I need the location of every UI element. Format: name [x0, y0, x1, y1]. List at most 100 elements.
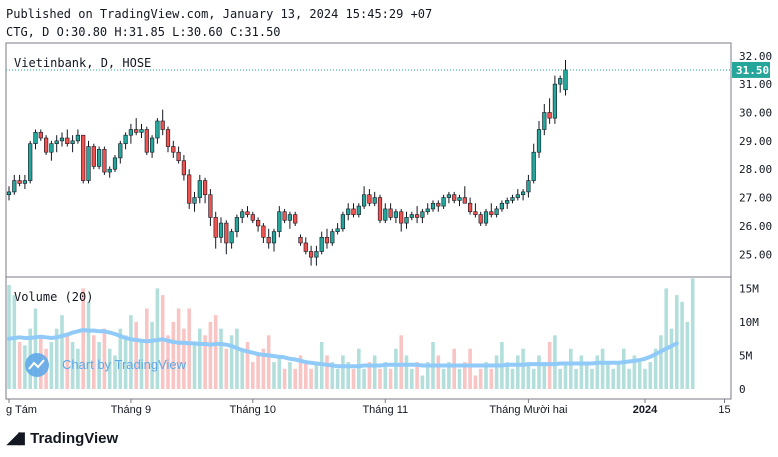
volume-bar: [383, 362, 388, 389]
price-tick-label: 32.00: [739, 50, 772, 63]
volume-bar: [600, 348, 605, 389]
candle-body: [65, 137, 70, 144]
candle-body: [38, 132, 43, 139]
volume-bar: [415, 362, 419, 389]
volume-bar: [92, 335, 96, 389]
volume-bar: [261, 348, 266, 389]
price-tick-label: 31.00: [739, 78, 772, 91]
volume-bar: [399, 335, 403, 389]
volume-tick-label: 15M: [739, 282, 759, 295]
volume-bar: [457, 368, 462, 389]
volume-bar: [463, 362, 467, 389]
volume-bar: [637, 362, 642, 389]
candle-body: [478, 214, 483, 224]
candle-body: [383, 208, 388, 221]
candle-body: [393, 211, 399, 218]
watermark: Chart by TradingView: [25, 353, 187, 377]
volume-bar: [627, 368, 631, 389]
candle-body: [97, 149, 102, 167]
candle-body: [356, 205, 361, 215]
volume-bar: [505, 362, 509, 389]
volume-bar: [192, 342, 197, 389]
volume-bar: [288, 362, 292, 389]
candle-body: [399, 211, 404, 224]
candle-body: [155, 120, 160, 139]
volume-bar: [314, 362, 319, 389]
volume-bar: [690, 278, 695, 389]
volume-bar: [653, 348, 658, 389]
candle-body: [452, 194, 457, 201]
candle-body: [107, 168, 112, 173]
volume-bar: [60, 315, 64, 389]
candle-body: [75, 134, 80, 142]
volume-bar: [129, 315, 133, 389]
volume-bar: [97, 342, 101, 389]
candle-body: [134, 129, 139, 133]
volume-bar: [388, 368, 393, 389]
candle-body: [70, 140, 75, 144]
volume-bar: [298, 355, 303, 389]
volume-tick-label: 10M: [739, 316, 759, 329]
volume-bar: [441, 368, 446, 389]
volume-bar: [478, 368, 483, 389]
volume-bar: [235, 328, 239, 389]
candle-body: [351, 208, 356, 215]
candle-body: [160, 120, 165, 130]
volume-bar: [86, 301, 91, 389]
volume-bar: [330, 362, 335, 389]
x-tick-label: 15: [718, 404, 730, 416]
volume-bar: [643, 368, 647, 389]
candle-body: [335, 228, 340, 232]
candle-body: [531, 151, 536, 181]
candle-body: [319, 236, 324, 252]
volume-tick-label: 0: [739, 383, 746, 396]
volume-bar: [537, 355, 541, 389]
volume-bar: [245, 342, 250, 389]
candle-body: [425, 208, 430, 213]
volume-bar: [49, 342, 54, 389]
candle-body: [457, 197, 462, 201]
volume-bar: [341, 355, 345, 389]
volume-bar: [611, 368, 615, 389]
tradingview-logo[interactable]: ◢▮ TradingView: [7, 428, 118, 448]
candle-body: [139, 129, 144, 133]
candle-body: [552, 83, 557, 119]
x-tick-label: Tháng 10: [230, 404, 276, 416]
candle-body: [123, 134, 128, 144]
candle-body: [197, 180, 202, 198]
volume-bar: [187, 308, 191, 389]
volume-bar: [17, 342, 22, 389]
volume-bar: [145, 308, 149, 389]
volume-bar: [240, 348, 244, 389]
volume-bar: [579, 355, 584, 389]
candle-body: [165, 129, 171, 147]
candle-body: [377, 197, 383, 221]
volume-bar: [526, 362, 531, 389]
volume-bar: [367, 362, 372, 389]
candle-body: [12, 180, 17, 193]
candle-body: [446, 194, 452, 198]
candle-body: [128, 129, 134, 136]
volume-bar: [574, 368, 578, 389]
volume-bar: [309, 368, 313, 389]
volume-bar: [616, 362, 621, 389]
volume-bar: [256, 355, 260, 389]
axis-layer: 32.00 31.00 30.00 29.00 28.00 27.00 26.00 25.00…: [6, 50, 772, 416]
candle-body: [22, 180, 28, 184]
x-tick-label: Tháng Mười hai: [489, 404, 567, 416]
candle-body: [213, 217, 218, 238]
volume-bar: [372, 355, 377, 389]
volume-bar: [394, 348, 398, 389]
volume-bar: [425, 362, 430, 389]
volume-bar: [404, 355, 409, 389]
volume-tick-label: 5M: [739, 349, 753, 362]
volume-bar: [325, 355, 329, 389]
candle-body: [510, 197, 515, 201]
volume-bar: [81, 288, 85, 389]
candle-body: [473, 211, 478, 215]
candle-body: [187, 174, 192, 204]
candle-body: [86, 146, 91, 181]
candle-body: [192, 197, 197, 204]
candle-body: [224, 222, 229, 244]
candle-body: [499, 202, 505, 210]
